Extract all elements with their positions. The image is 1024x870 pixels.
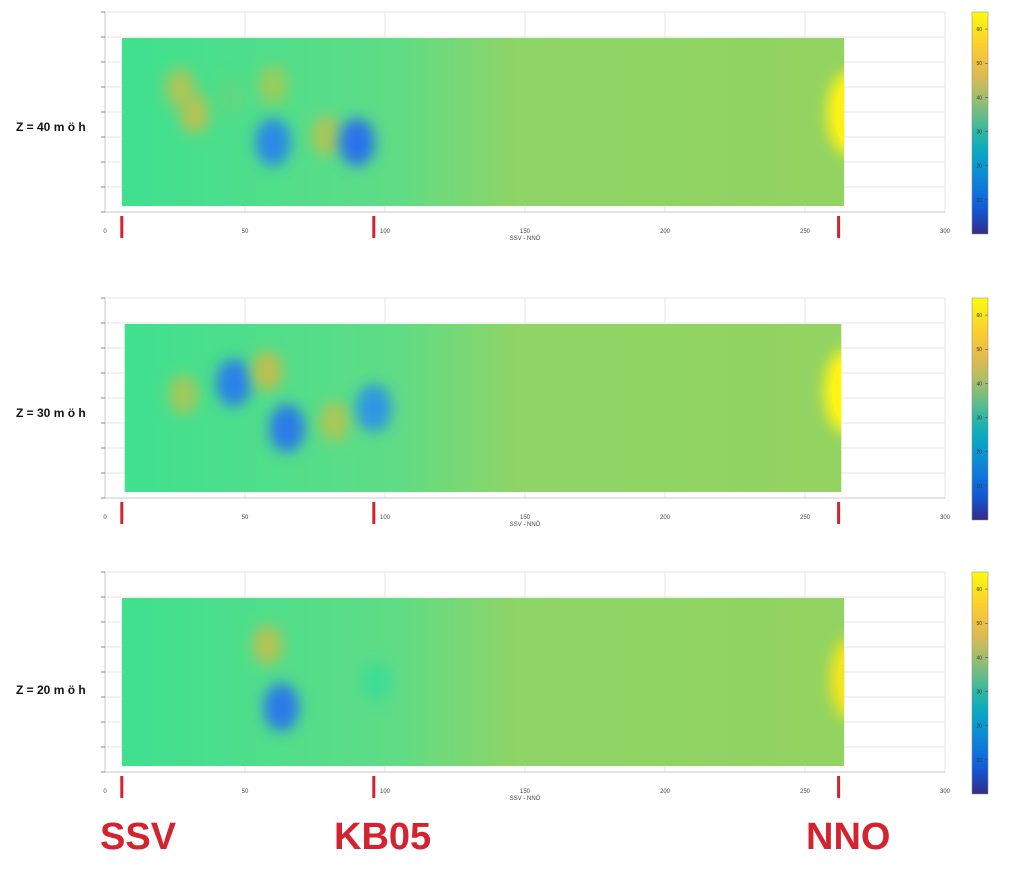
x-tick-label: 50 [242, 515, 249, 521]
heatmap-blob [255, 118, 291, 167]
x-axis-label: SSV - NNÖ [510, 235, 541, 242]
heatmap-blob [269, 404, 305, 453]
heatmap-blob [355, 384, 392, 432]
heatmap-blob [252, 625, 283, 666]
heatmap-hotspot [823, 350, 842, 433]
heatmap-panel-2: 0 50 100 150 200 250 300 SSV - NNÖ 10 20 30 40 50 60 [101, 297, 989, 528]
panel-label-1: Z = 40 m ö h [16, 120, 86, 134]
heatmap-panel-3: 0 50 100 150 200 250 300 SSV - NNÖ 10 20 30 40 50 60 [101, 571, 989, 802]
heatmap-blob [215, 358, 252, 407]
x-tick-label: 200 [660, 789, 671, 795]
colorbar-tick-label: 60 [976, 313, 982, 319]
heatmap-background [121, 598, 845, 766]
panel-label-3: Z = 20 m ö h [16, 683, 86, 697]
position-marker [372, 502, 376, 524]
heatmap-panel-1: 0 50 100 150 200 250 300 SSV - NNÖ 10 20 30 40 50 60 [101, 11, 989, 242]
heatmap-blob [263, 683, 300, 732]
colorbar [971, 297, 989, 521]
heatmap-blob [311, 115, 342, 156]
position-marker [837, 776, 841, 798]
colorbar-tick-label: 60 [976, 587, 982, 593]
x-axis-label: SSV - NNÖ [510, 521, 541, 528]
x-tick-label: 0 [103, 229, 107, 235]
heatmap-blob [258, 65, 288, 106]
heatmap-blob [361, 662, 392, 702]
heatmap-field [124, 324, 842, 492]
colorbar-tick-label: 40 [976, 95, 982, 101]
colorbar-tick-label: 50 [976, 621, 982, 627]
marker-label-kb05: KB05 [334, 816, 432, 858]
marker-label-nno: NNO [806, 816, 891, 858]
colorbar-tick-label: 30 [976, 416, 982, 422]
heatmap-hotspot [829, 638, 845, 719]
colorbar-tick-label: 10 [976, 758, 982, 764]
heatmap-blob [216, 76, 246, 117]
colorbar-tick-label: 20 [976, 724, 982, 730]
heatmap-blob [168, 374, 199, 415]
colorbar [971, 11, 989, 235]
colorbar-tick-label: 50 [976, 347, 982, 353]
x-tick-label: 200 [660, 229, 671, 235]
colorbar-tick-label: 40 [976, 655, 982, 661]
x-tick-label: 150 [520, 789, 531, 795]
colorbar-tick-label: 60 [976, 27, 982, 33]
heatmap-background [124, 324, 842, 492]
marker-label-ssv: SSV [100, 816, 177, 858]
x-tick-label: 100 [380, 789, 391, 795]
colorbar-tick-label: 50 [976, 61, 982, 67]
x-tick-label: 0 [103, 515, 107, 521]
x-tick-label: 250 [800, 229, 811, 235]
heatmap-hotspot-core [837, 651, 845, 706]
position-marker [372, 216, 376, 238]
position-marker [372, 776, 376, 798]
heatmap-hotspot-core [831, 361, 842, 421]
x-tick-label: 300 [940, 515, 951, 521]
x-tick-label: 100 [380, 229, 391, 235]
x-tick-label: 300 [940, 229, 951, 235]
heatmap-field [121, 38, 845, 206]
x-axis-label: SSV - NNÖ [510, 795, 541, 802]
x-tick-label: 50 [242, 229, 249, 235]
heatmap-background [121, 38, 845, 206]
heatmap-field [121, 598, 845, 766]
heatmap-blob [252, 351, 283, 392]
x-tick-label: 0 [103, 789, 107, 795]
x-tick-label: 250 [800, 515, 811, 521]
colorbar-tick-label: 10 [976, 484, 982, 490]
x-tick-label: 150 [520, 229, 531, 235]
colorbar [971, 571, 989, 795]
panel-label-2: Z = 30 m ö h [16, 406, 86, 420]
colorbar-tick-label: 30 [976, 690, 982, 696]
x-tick-label: 250 [800, 789, 811, 795]
position-marker [837, 216, 841, 238]
position-marker [120, 776, 124, 798]
heatmap-hotspot-core [834, 84, 845, 143]
position-marker [120, 502, 124, 524]
x-tick-label: 100 [380, 515, 391, 521]
position-marker [837, 502, 841, 524]
x-tick-label: 150 [520, 515, 531, 521]
colorbar-tick-label: 10 [976, 198, 982, 204]
position-marker [120, 216, 124, 238]
colorbar-tick-label: 20 [976, 164, 982, 170]
heatmap-blob [339, 118, 375, 167]
colorbar-tick-label: 40 [976, 381, 982, 387]
colorbar-tick-label: 30 [976, 130, 982, 136]
x-tick-label: 50 [242, 789, 249, 795]
heatmap-blob [319, 401, 350, 442]
x-tick-label: 200 [660, 515, 671, 521]
x-tick-label: 300 [940, 789, 951, 795]
heatmap-blob [179, 93, 210, 134]
colorbar-tick-label: 20 [976, 450, 982, 456]
heatmap-hotspot [826, 72, 845, 155]
